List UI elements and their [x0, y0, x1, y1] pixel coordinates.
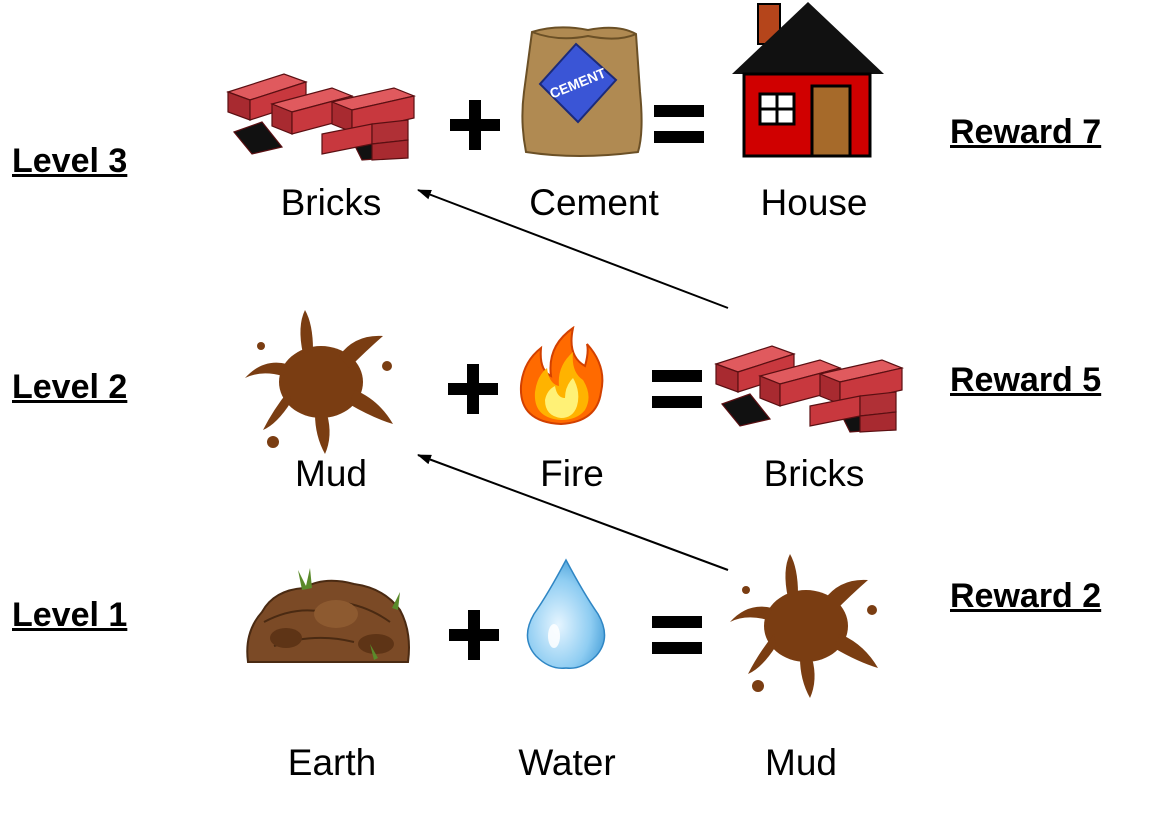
level-1-output-caption: Mud [765, 742, 837, 783]
level-3-label: Level 3 [12, 142, 128, 180]
cement-bag-icon: CEMENT [521, 26, 643, 157]
equals-icon [652, 370, 702, 408]
level-2-reward: Reward 5 [950, 361, 1102, 399]
level-2-input-1-caption: Mud [295, 453, 367, 494]
level-1-reward: Reward 2 [950, 577, 1102, 615]
level-1-input-2-caption: Water [518, 742, 616, 783]
water-drop-icon [526, 558, 606, 669]
equals-icon [652, 616, 702, 654]
fire-icon [519, 326, 604, 426]
plus-icon [449, 610, 499, 660]
house-icon [732, 2, 884, 158]
earth-rock-icon [246, 568, 410, 663]
level-2-output-caption: Bricks [763, 453, 865, 494]
plus-icon [448, 364, 498, 414]
level-1-label: Level 1 [12, 596, 128, 634]
bricks-icon [226, 73, 417, 161]
equals-icon [654, 105, 704, 143]
level-3-input-2-caption: Cement [529, 182, 659, 223]
bricks-icon [714, 345, 905, 433]
level-2-input-2-caption: Fire [540, 453, 604, 494]
plus-icon [450, 100, 500, 150]
mud-splat-icon [730, 554, 878, 698]
level-2-label: Level 2 [12, 368, 128, 406]
level-1-input-1-caption: Earth [287, 742, 377, 783]
level-3-output-caption: House [760, 182, 868, 223]
level-3-input-1-caption: Bricks [280, 182, 382, 223]
level-3-reward: Reward 7 [950, 113, 1102, 151]
mud-splat-icon [245, 310, 393, 454]
